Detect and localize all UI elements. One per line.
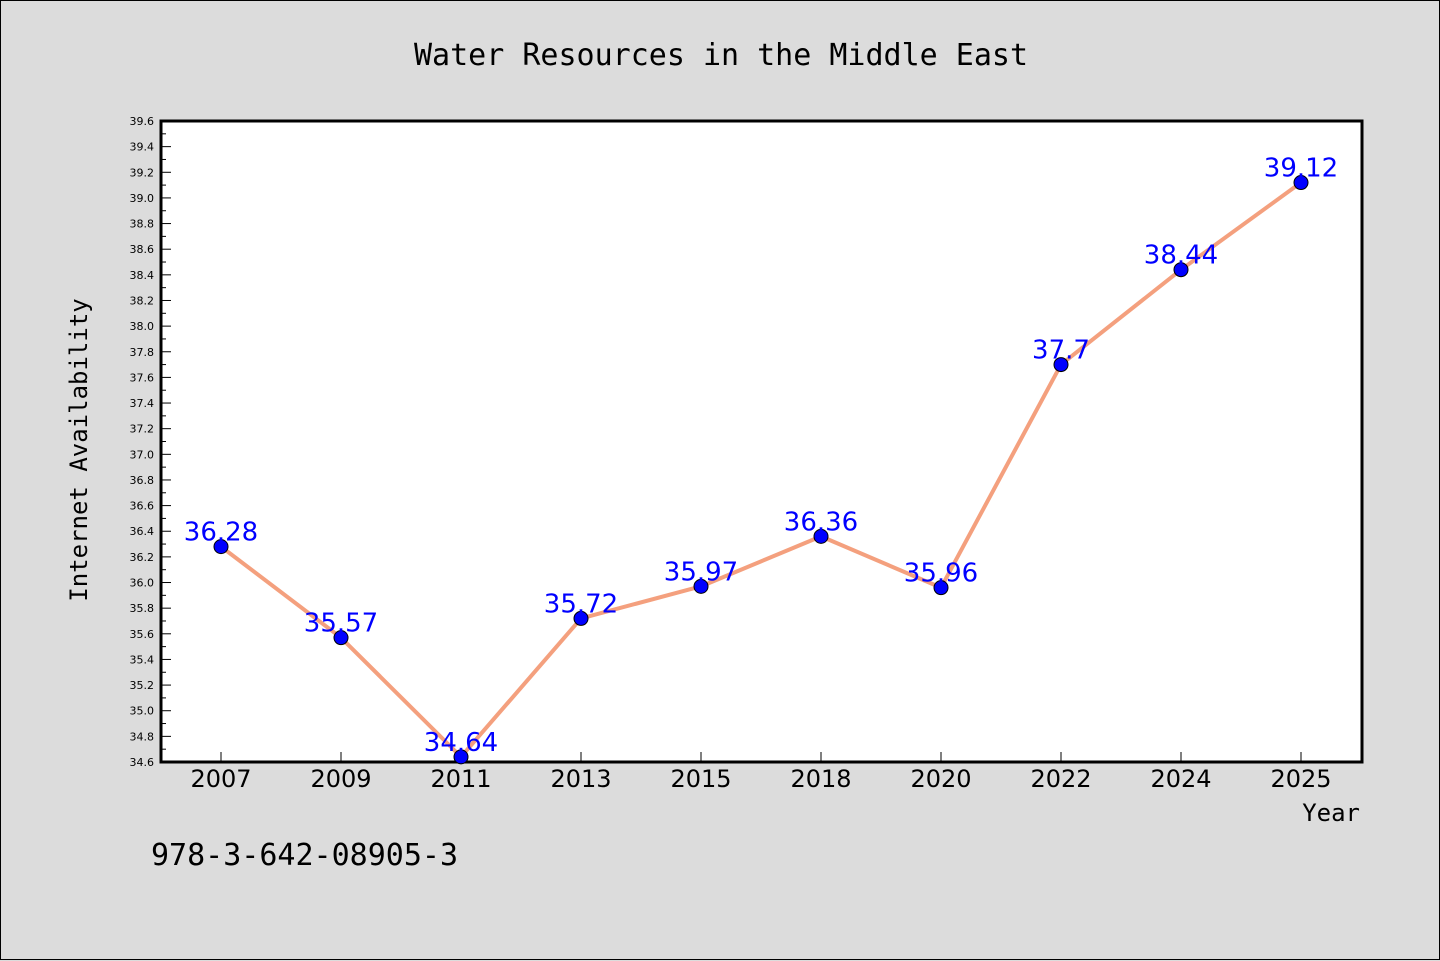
y-tick-label: 36.6 xyxy=(130,500,155,513)
y-tick-label: 34.6 xyxy=(130,756,155,769)
y-tick-label: 39.6 xyxy=(130,115,155,128)
data-label: 39.12 xyxy=(1264,154,1338,184)
y-tick-label: 35.2 xyxy=(130,679,155,692)
y-tick-label: 34.8 xyxy=(130,730,155,743)
x-axis-title: Year xyxy=(1302,799,1360,827)
y-tick-label: 36.8 xyxy=(130,474,155,487)
plot-area xyxy=(159,119,1364,764)
y-tick-label: 38.6 xyxy=(130,243,155,256)
x-tick-label: 2011 xyxy=(430,765,491,793)
y-tick-label: 38.2 xyxy=(130,294,155,307)
data-label: 36.36 xyxy=(784,507,858,537)
y-tick-label: 37.0 xyxy=(130,448,155,461)
data-labels: 36.28 35.57 34.64 35.72 35.97 36.36 35.96 37.7 3… xyxy=(184,154,1338,758)
x-tick-label: 2022 xyxy=(1030,765,1091,793)
footnote: 978-3-642-08905-3 xyxy=(151,838,458,873)
x-tick-label: 2025 xyxy=(1270,765,1331,793)
y-tick-label: 37.2 xyxy=(130,423,155,436)
y-tick-label: 35.4 xyxy=(130,653,155,666)
y-tick-label: 35.8 xyxy=(130,602,155,615)
x-tick-label: 2024 xyxy=(1150,765,1211,793)
data-label: 36.28 xyxy=(184,518,258,548)
data-point xyxy=(1293,175,1309,191)
data-label: 38.44 xyxy=(1144,241,1218,271)
y-tick-label: 35.6 xyxy=(130,628,155,641)
data-label: 37.7 xyxy=(1032,336,1090,366)
y-tick-label: 36.4 xyxy=(130,525,155,538)
x-tick-label: 2018 xyxy=(790,765,851,793)
x-tick-label: 2020 xyxy=(910,765,971,793)
y-tick-label: 37.6 xyxy=(130,371,155,384)
data-label: 35.72 xyxy=(544,589,618,619)
series-line xyxy=(219,180,1303,759)
y-tick-label: 38.0 xyxy=(130,320,155,333)
data-point xyxy=(813,528,829,544)
y-tick-label: 35.0 xyxy=(130,705,155,718)
data-point xyxy=(213,539,229,555)
data-point xyxy=(573,610,589,626)
y-tick-label: 36.0 xyxy=(130,577,155,590)
data-label: 35.96 xyxy=(904,559,978,589)
line-series xyxy=(213,175,1309,765)
data-label: 35.57 xyxy=(304,609,378,639)
y-tick-label: 39.0 xyxy=(130,192,155,205)
y-tick-label: 39.2 xyxy=(130,166,155,179)
data-point xyxy=(1053,357,1069,373)
y-tick-label: 37.4 xyxy=(130,397,155,410)
x-tick-label: 2009 xyxy=(310,765,371,793)
data-point xyxy=(453,749,469,765)
data-label: 34.64 xyxy=(424,728,498,758)
chart-title: Water Resources in the Middle East xyxy=(414,38,1028,73)
y-tick-label: 36.2 xyxy=(130,551,155,564)
x-axis-ticks: 2007 2009 2011 2013 2015 2018 2020 2022 2024 2025 xyxy=(190,752,1332,793)
data-point xyxy=(333,630,349,646)
y-tick-label: 38.8 xyxy=(130,218,155,231)
x-tick-label: 2007 xyxy=(190,765,251,793)
y-tick-label: 39.4 xyxy=(130,141,155,154)
x-tick-label: 2013 xyxy=(550,765,611,793)
data-point xyxy=(1173,262,1189,278)
y-tick-label: 38.4 xyxy=(130,269,155,282)
y-tick-label: 37.8 xyxy=(130,346,155,359)
x-tick-label: 2015 xyxy=(670,765,731,793)
data-point xyxy=(693,578,709,594)
data-point xyxy=(933,580,949,596)
y-axis-title: Internet Availability xyxy=(65,298,93,601)
y-axis-ticks: 34.6 34.8 35.0 35.2 35.4 35.6 35.8 36.0 36.2 36.4… xyxy=(130,115,171,769)
data-label: 35.97 xyxy=(664,557,738,587)
